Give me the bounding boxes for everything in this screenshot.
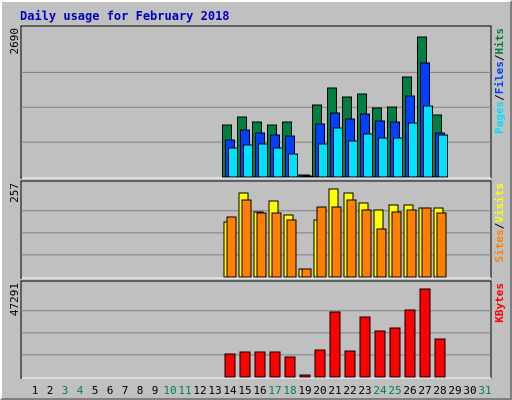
bar-kbytes-27 <box>419 288 431 378</box>
legend-part: Sites <box>493 229 506 262</box>
bar-sites-17 <box>271 212 282 278</box>
bar-kbytes-24 <box>374 330 386 378</box>
bar-sites-15 <box>241 199 252 278</box>
x-tick-label: 8 <box>137 384 144 397</box>
x-tick-label: 24 <box>373 384 387 397</box>
bar-pages-27 <box>423 105 433 178</box>
x-tick-label: 16 <box>253 384 266 397</box>
bar-kbytes-14 <box>224 353 236 378</box>
bar-kbytes-26 <box>404 309 416 378</box>
bar-pages-21 <box>333 127 343 178</box>
y-scale-label: 47291 <box>8 283 21 316</box>
legend-part: Pages <box>493 101 506 134</box>
x-axis-labels: 1 2 3 4 5 6 7 8 9 10 11 12 13 14 15 16 17 18 19 20 21 22 23 24 2… <box>32 384 492 397</box>
chart-title: Daily usage for February 2018 <box>20 9 230 23</box>
bar-pages-28 <box>438 134 448 178</box>
bar-sites-16 <box>256 212 267 278</box>
bar-sites-14 <box>226 216 237 278</box>
x-tick-label: 23 <box>358 384 371 397</box>
bar-kbytes-19 <box>299 374 311 378</box>
bar-pages-17 <box>273 147 283 178</box>
series-legend-label: Pages/Files/Hits <box>493 28 506 134</box>
bar-kbytes-16 <box>254 351 266 378</box>
bar-pages-24 <box>378 137 388 178</box>
bar-pages-14 <box>228 147 238 178</box>
bar-kbytes-15 <box>239 351 251 378</box>
series-legend-label: Sites/Visits <box>493 183 506 263</box>
x-tick-label: 18 <box>283 384 296 397</box>
x-tick-label: 27 <box>418 384 431 397</box>
x-tick-label: 19 <box>298 384 311 397</box>
x-tick-label: 6 <box>107 384 114 397</box>
legend-part: / <box>493 94 506 101</box>
bar-kbytes-17 <box>269 351 281 378</box>
x-tick-label: 11 <box>178 384 191 397</box>
legend-part: KBytes <box>493 283 506 323</box>
bar-kbytes-28 <box>434 338 446 378</box>
legend-part: / <box>493 222 506 229</box>
bar-pages-22 <box>348 140 358 178</box>
legend-part: Visits <box>493 183 506 223</box>
bar-pages-26 <box>408 122 418 178</box>
x-tick-label: 7 <box>122 384 129 397</box>
bar-pages-23 <box>363 133 373 178</box>
x-tick-label: 17 <box>268 384 281 397</box>
bar-kbytes-21 <box>329 311 341 378</box>
panel-visits-sites: 257 Sites/Visits <box>8 180 506 279</box>
x-tick-label: 25 <box>388 384 401 397</box>
bar-pages-18 <box>288 153 298 178</box>
x-tick-label: 14 <box>223 384 237 397</box>
x-tick-label: 1 <box>32 384 39 397</box>
bar-kbytes-18 <box>284 356 296 378</box>
legend-part: Files <box>493 61 506 94</box>
bar-sites-26 <box>406 209 417 278</box>
x-tick-label: 12 <box>193 384 206 397</box>
legend-part: / <box>493 54 506 61</box>
x-tick-label: 10 <box>163 384 176 397</box>
x-tick-label: 21 <box>328 384 341 397</box>
x-tick-label: 4 <box>77 384 84 397</box>
bar-sites-28 <box>436 212 447 278</box>
x-tick-label: 30 <box>463 384 476 397</box>
x-tick-label: 31 <box>478 384 491 397</box>
x-tick-label: 28 <box>433 384 446 397</box>
bar-sites-19 <box>301 268 312 278</box>
bar-sites-21 <box>331 206 342 278</box>
x-tick-label: 9 <box>152 384 159 397</box>
legend-part: Hits <box>493 28 506 55</box>
x-tick-label: 29 <box>448 384 461 397</box>
panel-kbytes: 47291 KBytes <box>8 280 506 379</box>
bar-pages-20 <box>318 143 328 178</box>
x-tick-label: 13 <box>208 384 221 397</box>
x-tick-label: 2 <box>47 384 54 397</box>
bar-kbytes-22 <box>344 350 356 378</box>
bar-sites-25 <box>391 211 402 278</box>
bar-sites-24 <box>376 228 387 278</box>
x-tick-label: 15 <box>238 384 251 397</box>
bar-pages-16 <box>258 143 268 178</box>
bar-pages-19 <box>303 175 313 178</box>
x-tick-label: 5 <box>92 384 99 397</box>
bar-sites-20 <box>316 206 327 278</box>
bar-pages-15 <box>243 144 253 178</box>
bar-sites-27 <box>421 207 432 278</box>
x-tick-label: 3 <box>62 384 69 397</box>
bar-sites-18 <box>286 219 297 278</box>
x-tick-label: 20 <box>313 384 326 397</box>
bar-sites-23 <box>361 209 372 278</box>
bar-kbytes-20 <box>314 349 326 378</box>
series-legend-label: KBytes <box>493 283 506 323</box>
bar-kbytes-25 <box>389 327 401 378</box>
y-scale-label: 2690 <box>8 28 21 55</box>
x-tick-label: 26 <box>403 384 416 397</box>
bar-kbytes-23 <box>359 316 371 378</box>
x-tick-label: 22 <box>343 384 356 397</box>
bar-pages-25 <box>393 137 403 178</box>
y-scale-label: 257 <box>8 183 21 203</box>
bar-sites-22 <box>346 199 357 278</box>
